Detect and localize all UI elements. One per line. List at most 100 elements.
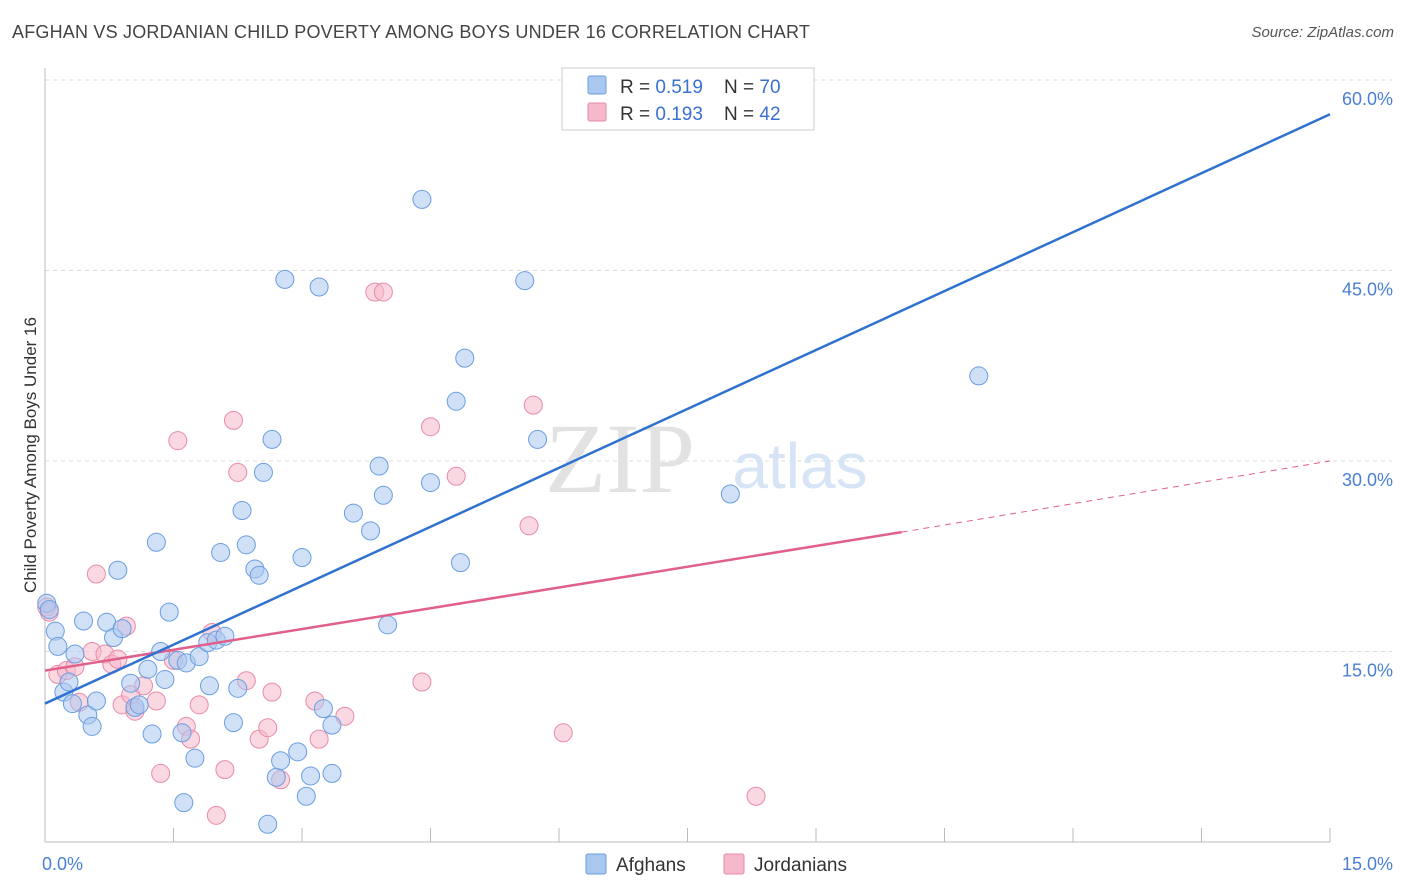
afghans-point	[258, 814, 278, 834]
jordanians-point	[746, 786, 766, 806]
legend-r-label-1: R =	[620, 77, 655, 98]
y-tick-label: 45.0%	[1342, 280, 1393, 300]
legend-n-label-2: N =	[724, 104, 759, 125]
afghans-point	[59, 672, 79, 692]
series-jordanians	[37, 282, 766, 825]
watermark-zip: ZIP	[545, 403, 695, 514]
afghans-point	[172, 723, 192, 743]
afghans-trend-line	[44, 113, 1331, 705]
jordanians-trend-line	[44, 530, 902, 672]
afghans-point	[720, 484, 740, 504]
source-label: Source: ZipAtlas.com	[1251, 24, 1394, 41]
afghans-point	[189, 647, 209, 667]
jordanians-point	[228, 462, 248, 482]
legend-box: R = 0.519 N = 70 R = 0.193 N = 42	[561, 67, 815, 131]
jordanians-trend-extension	[901, 460, 1331, 533]
afghans-point	[455, 348, 475, 368]
afghans-point	[199, 676, 219, 696]
afghans-point	[82, 716, 102, 736]
legend-n-value-2: 42	[759, 104, 780, 125]
afghans-point	[361, 521, 381, 541]
axes: 15.0% 30.0% 45.0% 60.0% 0.0% 15.0%	[42, 68, 1393, 874]
afghans-point	[249, 565, 269, 585]
afghans-point	[313, 699, 333, 719]
afghans-point	[138, 659, 158, 679]
afghans-point	[266, 767, 286, 787]
watermark-atlas: atlas	[732, 430, 867, 502]
afghans-point	[322, 763, 342, 783]
x-tick-label: 15.0%	[1342, 854, 1393, 874]
legend-r-value-1: 0.519	[655, 77, 703, 98]
watermark: ZIP atlas	[545, 403, 868, 514]
trend-lines	[44, 113, 1331, 705]
afghans-point	[253, 462, 273, 482]
jordanians-point	[523, 395, 543, 415]
jordanians-point	[206, 805, 226, 825]
afghans-point	[421, 473, 440, 493]
svg-text:R = 0.193: R = 0.193	[620, 104, 703, 125]
svg-text:R = 0.519: R = 0.519	[620, 77, 703, 98]
afghans-point	[446, 391, 466, 411]
jordanians-point	[223, 410, 243, 430]
jordanians-point	[309, 729, 329, 749]
afghans-point	[292, 548, 312, 568]
afghans-point	[155, 669, 175, 689]
afghans-point	[322, 715, 342, 735]
afghans-point	[142, 724, 162, 744]
afghans-point	[236, 535, 256, 555]
afghans-point	[262, 429, 282, 449]
afghans-point	[62, 694, 82, 714]
legend-afghans-swatch	[587, 75, 607, 95]
legend-n-label-1: N =	[724, 77, 759, 98]
afghans-point	[301, 766, 321, 786]
jordanians-point	[168, 431, 188, 451]
jordanians-point	[262, 682, 282, 702]
bottom-legend-jordanians: Jordanians	[754, 855, 847, 876]
legend-n-value-1: 70	[759, 77, 780, 98]
afghans-point	[288, 742, 308, 762]
afghans-point	[369, 456, 389, 476]
afghans-point	[112, 619, 132, 639]
jordanians-point	[553, 723, 573, 743]
y-tick-label: 15.0%	[1342, 661, 1393, 681]
x-tick-label: 0.0%	[42, 854, 83, 874]
series-afghans	[37, 189, 989, 834]
afghans-point	[373, 485, 393, 505]
jordanians-point	[421, 417, 440, 437]
afghans-point	[412, 189, 432, 209]
jordanians-point	[412, 672, 432, 692]
afghans-point	[275, 269, 295, 289]
y-axis-label: Child Poverty Among Boys Under 16	[21, 317, 40, 593]
legend-jordanians-swatch	[587, 102, 607, 122]
jordanians-point	[189, 695, 209, 715]
bottom-legend-jordanians-swatch	[723, 853, 745, 875]
afghans-point	[515, 271, 535, 291]
afghans-point	[232, 501, 252, 521]
jordanians-point	[146, 691, 166, 711]
grid-lines	[45, 79, 1392, 652]
y-tick-label: 30.0%	[1342, 470, 1393, 490]
bottom-legend: Afghans Jordanians	[585, 853, 847, 876]
afghans-point	[343, 503, 363, 523]
afghans-point	[39, 600, 59, 620]
afghans-point	[121, 673, 141, 693]
svg-text:N = 70: N = 70	[724, 77, 781, 98]
jordanians-point	[215, 760, 235, 780]
afghans-point	[86, 691, 106, 711]
chart-title: AFGHAN VS JORDANIAN CHILD POVERTY AMONG …	[12, 22, 811, 42]
afghans-point	[159, 602, 179, 622]
jordanians-point	[446, 466, 466, 486]
afghans-point	[211, 542, 231, 562]
afghans-point	[271, 751, 291, 771]
bottom-legend-afghans: Afghans	[616, 855, 686, 876]
bottom-legend-afghans-swatch	[585, 853, 607, 875]
jordanians-point	[373, 282, 393, 302]
afghans-point	[74, 611, 94, 631]
afghans-point	[528, 429, 548, 449]
afghans-point	[309, 277, 329, 297]
afghans-point	[146, 532, 166, 552]
jordanians-point	[86, 564, 106, 584]
afghans-point	[223, 713, 243, 733]
afghans-point	[969, 366, 989, 386]
afghans-point	[48, 636, 68, 656]
